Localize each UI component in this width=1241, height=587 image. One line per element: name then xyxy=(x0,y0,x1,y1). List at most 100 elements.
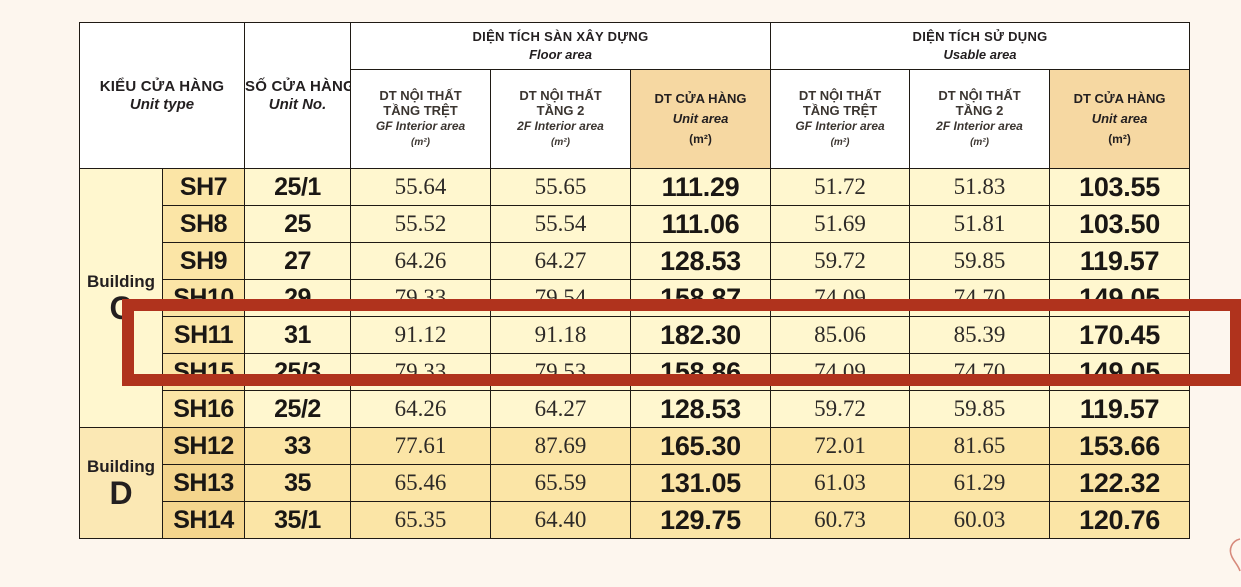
unit-area-value: 111.29 xyxy=(629,168,772,206)
usable-unit-header: DT CỬA HÀNG Unit area (m²) xyxy=(1049,69,1191,169)
f2-interior-header: DT NỘI THẤT TẦNG 2 2F Interior area (m²) xyxy=(490,69,631,169)
col-label-en: Unit area xyxy=(672,111,729,126)
area-value: 74.70 xyxy=(909,279,1051,317)
col-unit: (m²) xyxy=(411,136,430,148)
area-value: 61.03 xyxy=(770,464,911,502)
area-value: 61.29 xyxy=(909,464,1051,502)
area-value: 74.09 xyxy=(770,353,911,391)
area-value: 51.69 xyxy=(770,205,911,243)
table-row: Building C SH7 25/1 55.64 55.65 111.29 51.72 51.… xyxy=(79,168,1191,428)
floor-area-header: DIỆN TÍCH SÀN XÂY DỰNG Floor area xyxy=(349,22,772,70)
unit-code: SH12 xyxy=(162,427,245,465)
unit-area-value: 158.86 xyxy=(629,353,772,391)
usable-area-header: DIỆN TÍCH SỬ DỤNG Usable area xyxy=(770,22,1191,70)
usable-area-en: Usable area xyxy=(943,47,1017,62)
usable-gf-header: DT NỘI THẤT TẦNG TRỆT GF Interior area (… xyxy=(770,69,911,169)
area-value: 59.85 xyxy=(909,390,1051,428)
unit-area-value: 119.57 xyxy=(1049,242,1191,280)
building-c-label: Building C xyxy=(79,168,163,428)
area-value: 59.72 xyxy=(770,390,911,428)
unit-area-header: DT CỬA HÀNG Unit area (m²) xyxy=(629,69,772,169)
unit-no-vi: SỐ CỬA HÀNG xyxy=(245,77,351,95)
unit-number: 35 xyxy=(244,464,351,502)
unit-code: SH14 xyxy=(162,501,245,539)
building-d-label: Building D xyxy=(79,427,163,539)
area-value: 64.26 xyxy=(350,390,491,428)
unit-number: 31 xyxy=(244,316,351,354)
unit-area-value: 158.87 xyxy=(629,279,772,317)
area-value: 81.65 xyxy=(909,427,1051,465)
col-label: DT CỬA HÀNG xyxy=(654,91,747,106)
building-letter: D xyxy=(109,475,133,511)
area-value: 64.27 xyxy=(490,242,631,280)
col-label-en: Unit area xyxy=(1091,111,1148,126)
col-label: DT NỘI THẤT xyxy=(798,87,882,103)
col-label: TẦNG 2 xyxy=(536,102,585,118)
area-value: 65.35 xyxy=(350,501,491,539)
building-word: Building xyxy=(87,272,155,291)
area-value: 55.64 xyxy=(350,168,491,206)
unit-area-value: 170.45 xyxy=(1049,316,1191,354)
heart-icon xyxy=(1229,538,1241,572)
unit-area-value: 103.50 xyxy=(1049,205,1191,243)
area-value: 79.33 xyxy=(350,353,491,391)
area-value: 74.70 xyxy=(909,353,1051,391)
unit-code: SH15 xyxy=(162,353,245,391)
unit-area-value: 120.76 xyxy=(1049,501,1191,539)
area-value: 79.33 xyxy=(350,279,491,317)
unit-code: SH8 xyxy=(162,205,245,243)
unit-area-value: 128.53 xyxy=(629,242,772,280)
col-label: TẦNG TRỆT xyxy=(802,102,878,118)
unit-area-value: 128.53 xyxy=(629,390,772,428)
area-value: 51.81 xyxy=(909,205,1051,243)
unit-code: SH11 xyxy=(162,316,245,354)
area-value: 64.27 xyxy=(490,390,631,428)
area-value: 60.03 xyxy=(909,501,1051,539)
area-value: 87.69 xyxy=(490,427,631,465)
area-value: 65.46 xyxy=(350,464,491,502)
col-label: DT NỘI THẤT xyxy=(379,87,462,103)
col-unit: (m²) xyxy=(970,136,989,148)
col-unit: (m²) xyxy=(830,136,850,148)
area-value: 74.09 xyxy=(770,279,911,317)
unit-type-en: Unit type xyxy=(129,95,195,113)
unit-no-en: Unit No. xyxy=(268,95,327,113)
col-label-en: 2F Interior area xyxy=(936,118,1023,133)
unit-area-value: 149.05 xyxy=(1049,279,1191,317)
area-value: 59.85 xyxy=(909,242,1051,280)
unit-area-value: 165.30 xyxy=(629,427,772,465)
area-value: 51.72 xyxy=(770,168,911,206)
unit-number: 35/1 xyxy=(244,501,351,539)
area-value: 65.59 xyxy=(490,464,631,502)
building-letter: C xyxy=(109,290,133,326)
area-value: 64.26 xyxy=(350,242,491,280)
unit-area-value: 111.06 xyxy=(629,205,772,243)
col-label-en: GF Interior area xyxy=(795,118,885,133)
unit-type-vi: KIỂU CỬA HÀNG xyxy=(99,77,225,95)
unit-area-value: 122.32 xyxy=(1049,464,1191,502)
unit-area-value: 131.05 xyxy=(629,464,772,502)
col-unit: (m²) xyxy=(689,132,712,146)
unit-code: SH7 xyxy=(162,168,245,206)
unit-area-value: 182.30 xyxy=(629,316,772,354)
area-value: 64.40 xyxy=(490,501,631,539)
col-label: TẦNG 2 xyxy=(955,102,1004,118)
area-value: 55.52 xyxy=(350,205,491,243)
table-row: SH14 35/1 65.35 64.40 129.75 60.73 60.03 120.76 xyxy=(80,501,1191,539)
table-row: SH8 25 55.52 55.54 111.06 51.69 51.81 103.50 xyxy=(80,205,1191,243)
area-value: 91.18 xyxy=(490,316,631,354)
floor-area-en: Floor area xyxy=(529,47,592,62)
usable-f2-header: DT NỘI THẤT TẦNG 2 2F Interior area (m²) xyxy=(909,69,1051,169)
area-value: 72.01 xyxy=(770,427,911,465)
table-row: SH10 29 79.33 79.54 158.87 74.09 74.70 149.05 xyxy=(80,279,1191,317)
unit-code: SH13 xyxy=(162,464,245,502)
usable-area-vi: DIỆN TÍCH SỬ DỤNG xyxy=(912,29,1048,44)
area-value: 60.73 xyxy=(770,501,911,539)
unit-number: 25/2 xyxy=(244,390,351,428)
col-unit: (m²) xyxy=(551,136,570,148)
col-label: DT NỘI THẤT xyxy=(938,87,1021,103)
unit-area-value: 149.05 xyxy=(1049,353,1191,391)
unit-number: 33 xyxy=(244,427,351,465)
table-row: SH13 35 65.46 65.59 131.05 61.03 61.29 122.32 xyxy=(80,464,1191,502)
col-unit: (m²) xyxy=(1108,132,1131,146)
